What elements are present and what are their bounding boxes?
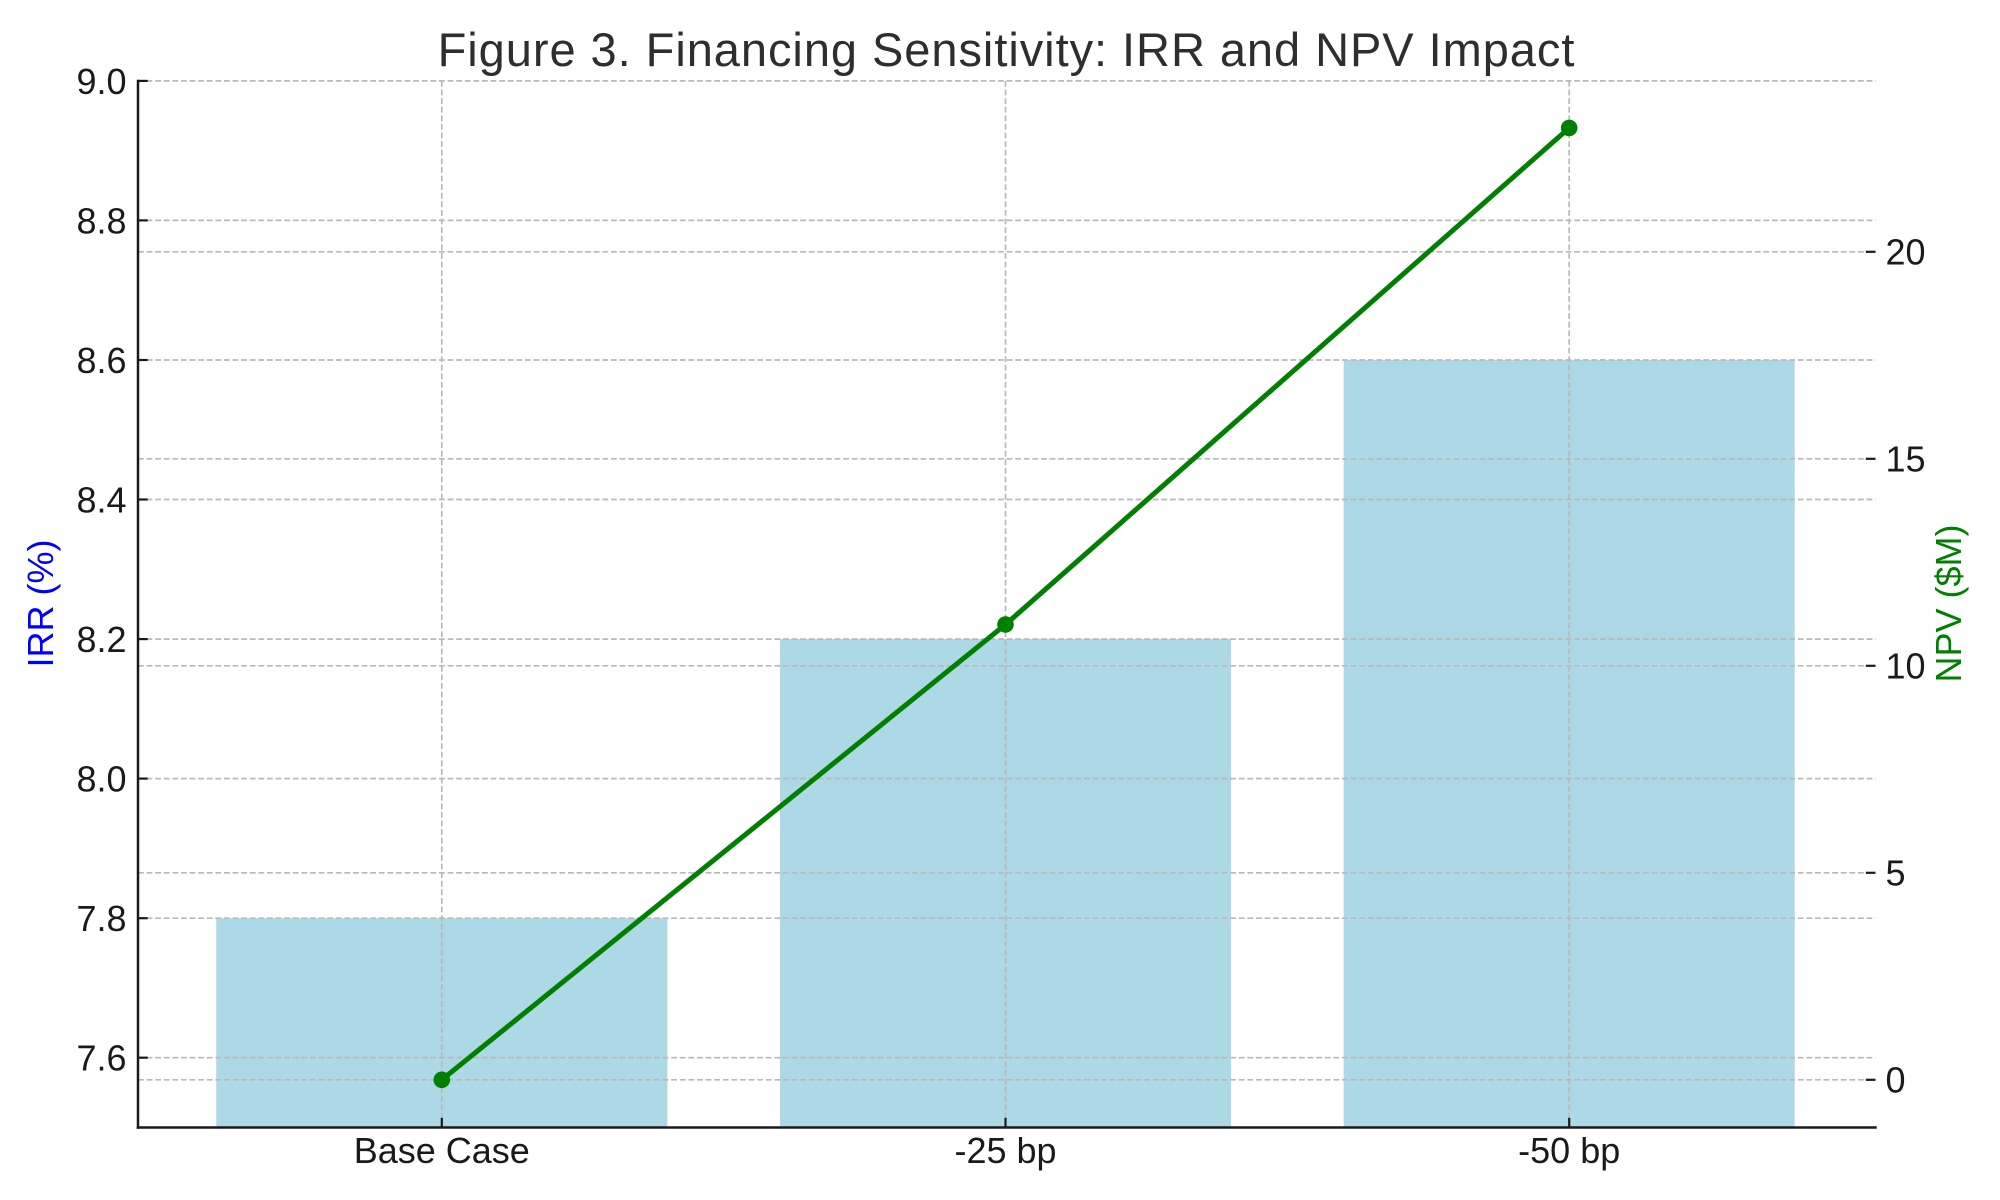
svg-text:20: 20 [1886, 232, 1926, 273]
svg-text:7.6: 7.6 [76, 1038, 126, 1079]
svg-text:-25 bp: -25 bp [954, 1130, 1056, 1171]
svg-text:5: 5 [1886, 853, 1906, 894]
svg-text:8.0: 8.0 [76, 759, 126, 800]
svg-text:10: 10 [1886, 646, 1926, 687]
svg-text:9.0: 9.0 [76, 61, 126, 102]
svg-text:Base Case: Base Case [354, 1130, 530, 1171]
svg-text:7.8: 7.8 [76, 898, 126, 939]
svg-text:0: 0 [1886, 1060, 1906, 1101]
svg-text:NPV ($M): NPV ($M) [1928, 524, 1969, 682]
svg-text:8.4: 8.4 [76, 479, 126, 520]
svg-text:-50 bp: -50 bp [1518, 1130, 1620, 1171]
svg-text:IRR (%): IRR (%) [20, 540, 61, 668]
svg-text:8.2: 8.2 [76, 619, 126, 660]
svg-text:Figure 3. Financing Sensitivit: Figure 3. Financing Sensitivity: IRR and… [438, 23, 1576, 76]
svg-text:15: 15 [1886, 439, 1926, 480]
svg-text:8.8: 8.8 [76, 200, 126, 241]
svg-text:8.6: 8.6 [76, 340, 126, 381]
